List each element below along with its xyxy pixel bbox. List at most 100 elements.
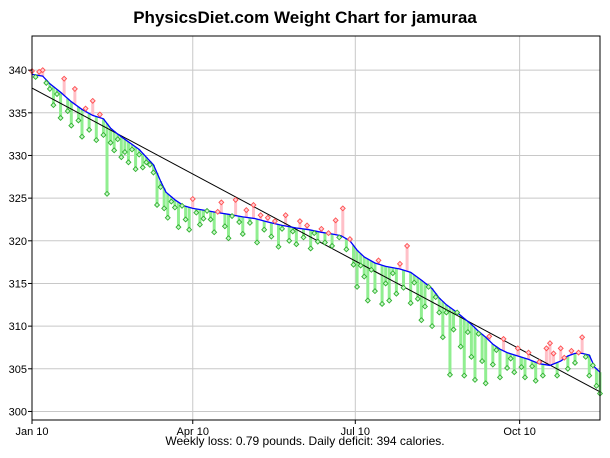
weight-marker-below bbox=[268, 233, 275, 240]
weight-marker-below bbox=[53, 90, 61, 98]
weight-marker-below bbox=[196, 221, 203, 228]
weight-marker-above bbox=[232, 196, 239, 203]
y-tick-label: 335 bbox=[9, 108, 27, 120]
weight-marker-below bbox=[186, 226, 193, 233]
weight-marker-above bbox=[404, 242, 411, 249]
y-tick-label: 315 bbox=[9, 278, 27, 290]
weight-marker-above bbox=[318, 225, 325, 232]
weight-marker-below bbox=[496, 374, 504, 381]
weight-marker-above bbox=[296, 218, 303, 225]
weight-marker-below bbox=[200, 215, 207, 222]
weight-marker-below bbox=[507, 355, 514, 362]
trend-line bbox=[31, 87, 601, 393]
grid-lines bbox=[32, 36, 600, 420]
weight-marker-above bbox=[346, 236, 353, 243]
weight-marker-below bbox=[157, 184, 164, 191]
weight-marker-below bbox=[336, 234, 343, 241]
weight-marker-above bbox=[486, 333, 493, 340]
weight-marker-below bbox=[414, 295, 421, 302]
weight-marker-above bbox=[536, 358, 543, 366]
weight-marker-below bbox=[307, 245, 314, 252]
weight-marker-above bbox=[82, 105, 89, 112]
weight-marker-above bbox=[243, 207, 250, 214]
weight-marker-below bbox=[532, 377, 539, 384]
weight-marker-below bbox=[343, 246, 350, 253]
weight-marker-below bbox=[436, 309, 443, 316]
weight-marker-below bbox=[182, 216, 189, 223]
weight-marker-below bbox=[589, 362, 596, 369]
weight-marker-below bbox=[43, 79, 50, 86]
chart-footer: Weekly loss: 0.79 pounds. Daily deficit:… bbox=[165, 434, 445, 448]
weight-marker-below bbox=[421, 303, 428, 310]
plot-background bbox=[32, 36, 600, 420]
weight-marker-below bbox=[539, 372, 546, 379]
weight-marker-below bbox=[179, 202, 186, 209]
weight-marker-below bbox=[32, 73, 39, 80]
weight-marker-below bbox=[521, 374, 529, 381]
weight-marker-below bbox=[482, 380, 489, 387]
weight-marker-above bbox=[550, 350, 557, 357]
weight-marker-below bbox=[321, 239, 328, 246]
weight-marker-above bbox=[546, 340, 554, 347]
weight-marker-below bbox=[432, 294, 439, 301]
weight-marker-below bbox=[146, 161, 153, 168]
weight-marker-below bbox=[429, 323, 436, 330]
weight-marker-below bbox=[150, 169, 157, 176]
weight-marker-below bbox=[314, 238, 321, 245]
weight-marker-below bbox=[229, 213, 236, 220]
weight-marker-below bbox=[329, 242, 336, 249]
y-tick-label: 325 bbox=[9, 193, 27, 205]
weight-marker-below bbox=[286, 237, 293, 244]
weight-marker-below bbox=[221, 223, 228, 230]
weight-marker-above bbox=[96, 111, 103, 118]
weight-marker-below bbox=[479, 358, 486, 365]
weight-marker-below bbox=[418, 317, 425, 324]
weight-marker-below bbox=[246, 219, 253, 226]
weight-marker-below bbox=[457, 343, 464, 350]
weight-marker-below bbox=[261, 226, 268, 233]
weight-marker-below bbox=[50, 102, 57, 109]
weight-marker-below bbox=[164, 214, 171, 221]
weight-marker-below bbox=[443, 309, 450, 316]
weight-marker-above bbox=[568, 347, 575, 354]
weight-marker-below bbox=[571, 359, 579, 366]
weight-marker-above bbox=[561, 354, 568, 361]
weight-marker-below bbox=[350, 261, 357, 268]
weight-marker-below bbox=[411, 279, 418, 286]
weight-marker-above bbox=[39, 67, 46, 74]
weight-marker-below bbox=[93, 137, 100, 144]
weight-marker-below bbox=[236, 218, 243, 226]
weight-marker-below bbox=[489, 361, 496, 368]
weight-marker-below bbox=[207, 216, 214, 223]
weight-marker-above bbox=[500, 335, 507, 342]
weight-marker-below bbox=[504, 364, 511, 371]
weight-marker-above bbox=[525, 349, 532, 356]
weight-marker-above bbox=[339, 205, 346, 212]
y-tick-label: 340 bbox=[9, 65, 27, 77]
weight-marker-below bbox=[468, 353, 475, 360]
y-tick-label: 310 bbox=[9, 321, 27, 333]
weight-marker-above bbox=[543, 345, 550, 352]
weight-marker-below bbox=[461, 372, 468, 379]
weight-marker-above bbox=[264, 214, 271, 221]
weight-marker-below bbox=[118, 154, 125, 161]
weight-marker-below bbox=[279, 225, 286, 232]
trend-line-path bbox=[31, 87, 601, 393]
weight-marker-below bbox=[225, 235, 232, 242]
weight-marker-below bbox=[379, 300, 386, 307]
weight-marker-below bbox=[107, 139, 114, 146]
weight-marker-below bbox=[593, 382, 600, 389]
weight-marker-below bbox=[175, 224, 182, 231]
weight-marker-below bbox=[471, 376, 479, 383]
weight-marker-below bbox=[364, 297, 371, 304]
weight-marker-below bbox=[389, 270, 396, 277]
weight-marker-below bbox=[121, 149, 128, 156]
weight-marker-above bbox=[89, 97, 96, 104]
weight-marker-above bbox=[575, 349, 582, 356]
axes bbox=[28, 35, 601, 424]
weight-marker-below bbox=[103, 190, 111, 197]
weight-marker-below bbox=[454, 309, 461, 316]
weight-marker-below bbox=[368, 266, 375, 273]
x-tick-labels: Jan 10 Apr 10 Jul 10 Oct 10 bbox=[15, 426, 535, 438]
weight-marker-above bbox=[250, 201, 257, 208]
